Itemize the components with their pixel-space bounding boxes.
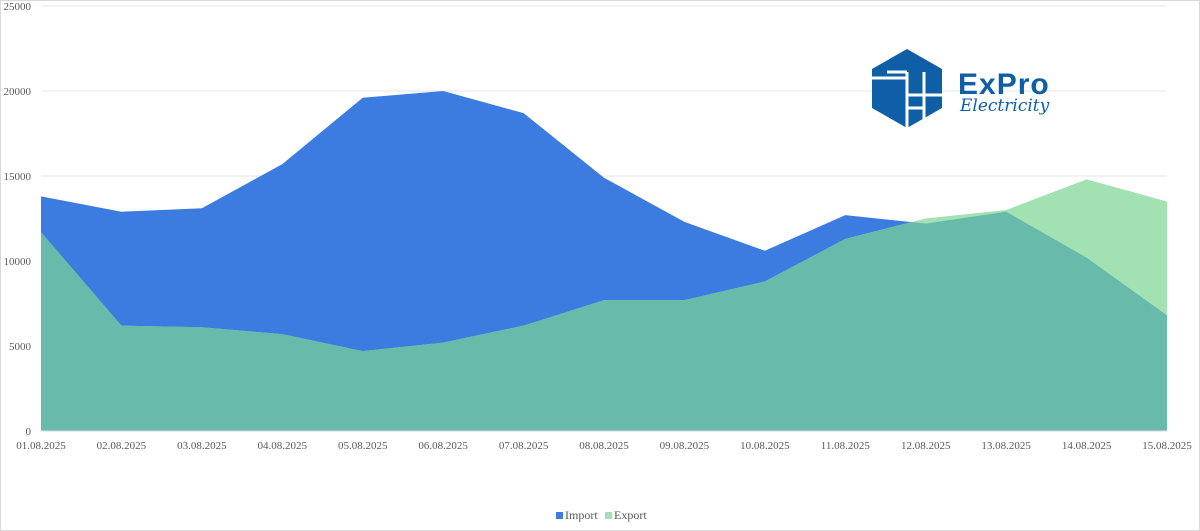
legend: Import Export: [556, 508, 647, 522]
x-tick-label: 15.08.2025: [1142, 440, 1192, 452]
y-tick-label: 10000: [4, 256, 32, 268]
y-axis: 0 5000 10000 15000 20000 25000: [4, 1, 32, 438]
x-tick-label: 07.08.2025: [499, 440, 549, 452]
y-tick-label: 25000: [4, 1, 32, 13]
y-tick-label: 20000: [4, 86, 32, 98]
x-tick-label: 12.08.2025: [901, 440, 951, 452]
x-tick-label: 14.08.2025: [1062, 440, 1112, 452]
x-tick-label: 02.08.2025: [97, 440, 147, 452]
hexagon-logo-icon: [872, 49, 942, 128]
y-tick-label: 0: [26, 426, 32, 438]
x-tick-label: 13.08.2025: [981, 440, 1031, 452]
x-tick-label: 03.08.2025: [177, 440, 227, 452]
x-tick-label: 01.08.2025: [16, 440, 66, 452]
areas: [41, 91, 1167, 431]
x-tick-label: 05.08.2025: [338, 440, 388, 452]
logo-wordmark: ExPro: [958, 68, 1050, 101]
x-tick-label: 11.08.2025: [821, 440, 871, 452]
expro-logo: ExPro Electricity: [872, 49, 1050, 128]
legend-swatch-export: [605, 512, 612, 519]
logo-subtitle: Electricity: [959, 96, 1050, 116]
legend-label-import: Import: [565, 508, 598, 522]
y-tick-label: 5000: [9, 341, 32, 353]
x-tick-label: 10.08.2025: [740, 440, 790, 452]
x-tick-label: 04.08.2025: [258, 440, 308, 452]
x-tick-label: 08.08.2025: [579, 440, 629, 452]
y-tick-label: 15000: [4, 171, 32, 183]
x-tick-label: 06.08.2025: [418, 440, 468, 452]
area-overlap: [41, 179, 1167, 431]
x-tick-label: 09.08.2025: [660, 440, 710, 452]
legend-swatch-import: [556, 512, 563, 519]
x-axis: 01.08.2025 02.08.2025 03.08.2025 04.08.2025…: [16, 430, 1192, 452]
legend-label-export: Export: [614, 508, 647, 522]
